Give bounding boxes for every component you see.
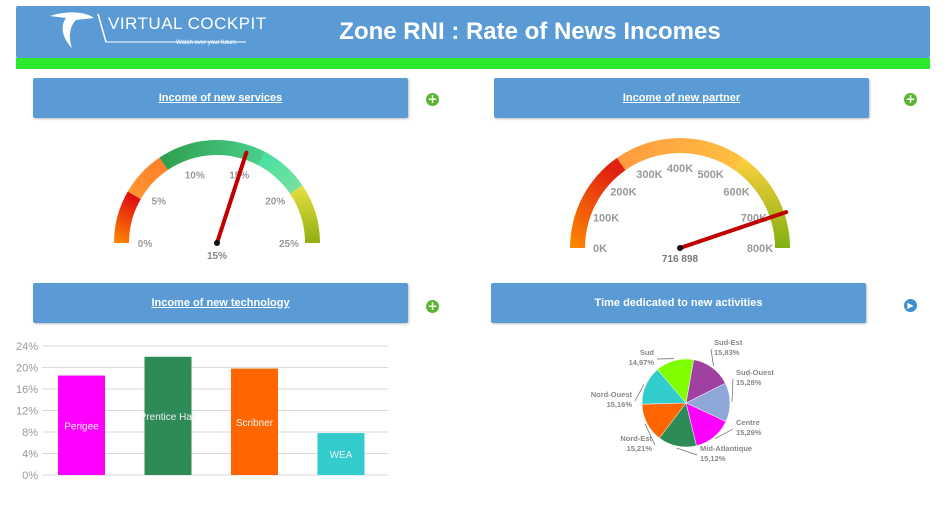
bar [58,375,105,475]
logo [50,12,246,48]
arrow-right-icon[interactable]: ▶ [904,299,917,312]
gauge-arc-segment [159,140,266,171]
pie-label-name: Sud [640,348,655,357]
gauge-tick-label: 5% [152,197,167,208]
bar-label: WEA [330,450,353,461]
gauge-tick-label: 20% [265,197,285,208]
gauge-arc-segment [127,157,168,199]
panel-header-services[interactable]: Income of new services [33,78,408,118]
panel-title-technology[interactable]: Income of new technology [151,297,290,309]
bar-label: Scribner [236,418,274,429]
pie-label-name: Nord-Ouest [591,390,633,399]
panel-title-activities: Time dedicated to new activities [594,297,763,309]
panel-header-activities[interactable]: Time dedicated to new activities [491,283,866,323]
gauge-tick-label: 300K [636,169,662,181]
y-tick-label: 4% [22,449,38,461]
pie-label-name: Centre [736,418,760,427]
gauge-services: 0%5%10%15%20%25% 15% [114,140,320,262]
pie-leader-line [715,428,734,439]
pie-label-value: 15,83% [714,348,740,357]
pie-leader-line [634,384,645,402]
plus-icon[interactable]: + [426,92,439,106]
gauge-tick-label: 800K [747,243,773,255]
pie-leader-line [731,378,734,403]
y-tick-label: 8% [22,427,38,439]
pie-leader-line [644,423,656,446]
gauge-tick-label: 500K [697,169,723,181]
y-tick-label: 0% [22,470,38,482]
y-tick-label: 16% [16,384,38,396]
y-tick-label: 20% [16,363,38,375]
pie-label-value: 15,28% [736,378,762,387]
pie-label-name: Sud-Ouest [736,368,774,377]
pie-leader-line [710,348,714,367]
y-tick-label: 12% [16,406,38,418]
bar [231,368,278,475]
pie-label-value: 15,12% [700,454,726,463]
pie-label-value: 15,21% [627,444,653,453]
gauge-tick-label: 100K [593,212,619,224]
gauge-tick-label: 600K [723,186,749,198]
bar-label: Prentice Hall [140,412,197,423]
page-title: Zone RNI : Rate of News Incomes [339,18,721,45]
gauge-arc-segment [570,157,626,248]
pie-label-name: Mid-Atlantique [700,444,752,453]
panel-header-technology[interactable]: Income of new technology [33,283,408,323]
logo-text: VIRTUAL COCKPIT [108,14,267,33]
gauge-arc-segment [616,138,744,171]
logo-tagline: Watch over your future [176,40,237,46]
gauge-needle [215,150,249,245]
gauge-hub [214,240,220,246]
gauge-tick-label: 400K [667,163,693,175]
bar [317,433,365,475]
gauge-tick-label: 25% [279,239,299,250]
bar [144,356,192,475]
gauge-hub [677,245,683,251]
plus-icon[interactable]: + [904,92,917,106]
header-bar [16,6,930,58]
plus-icon[interactable]: + [426,299,439,313]
bar-chart-technology: 0% 4% 8% 12% 16% 20% 24% Perigee Prentice Hall S… [16,341,388,482]
pie-label-value: 14,97% [629,358,655,367]
gauge-arc-segment [734,157,790,248]
gauge-value-label: 15% [207,251,227,262]
gauge-arc-segment [289,185,320,243]
gauge-tick-label: 200K [610,186,636,198]
pie-label-name: Sud-Est [714,338,743,347]
panel-header-partner[interactable]: Income of new partner [494,78,869,118]
pie-slice [657,358,694,404]
panel-title-services[interactable]: Income of new services [158,92,283,104]
gauge-tick-label: 0% [138,239,153,250]
panel-title-partner[interactable]: Income of new partner [622,92,741,104]
gauge-value-label: 716 898 [662,254,699,265]
pie-leader-line [676,447,698,456]
pie-label-value: 15,16% [607,400,633,409]
gauge-needle [678,210,789,250]
y-tick-label: 24% [16,341,38,353]
gauge-arc-segment [258,152,303,194]
pie-label-name: Nord-Est [620,434,652,443]
gauge-tick-label: 10% [185,171,205,182]
bar-label: Perigee [64,421,99,432]
gauge-tick-label: 0K [593,243,607,255]
gauge-arc-segment [114,191,141,243]
pie-label-value: 15,29% [736,428,762,437]
header-stripe [16,58,930,69]
